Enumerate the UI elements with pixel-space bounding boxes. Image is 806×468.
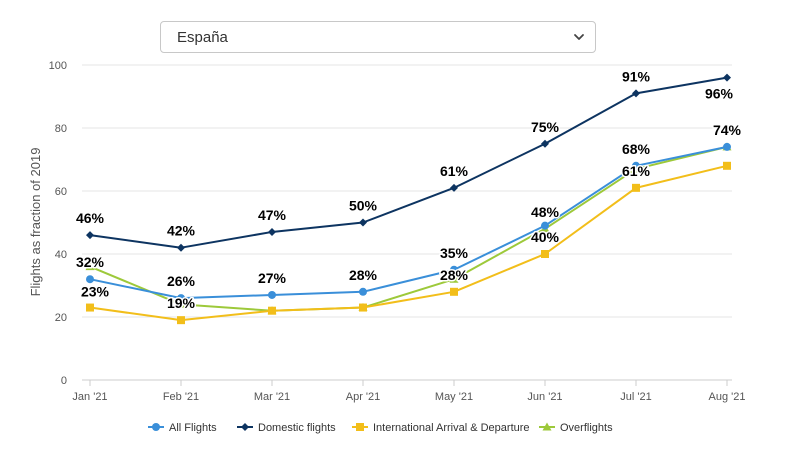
data-label: 27% <box>258 270 287 286</box>
x-tick-label: Jan '21 <box>72 391 107 403</box>
x-tick-label: Apr '21 <box>346 391 381 403</box>
series-all-flights <box>86 142 731 303</box>
data-label: 74% <box>713 122 742 138</box>
point-all-flights-marker[interactable] <box>268 290 276 299</box>
legend-item-domestic-flights[interactable]: Domestic flights <box>237 422 336 434</box>
point-domestic-flights-marker[interactable] <box>723 73 731 82</box>
data-label: 50% <box>349 198 378 214</box>
data-label: 75% <box>531 119 560 135</box>
point-all-flights-marker[interactable] <box>177 294 185 303</box>
legend-label: All Flights <box>169 422 217 434</box>
legend-item-overflights[interactable]: Overflights <box>539 422 613 434</box>
point-domestic-flights-marker[interactable] <box>86 231 94 240</box>
data-label: 96% <box>705 86 734 102</box>
point-domestic-flights-marker[interactable] <box>541 139 549 148</box>
legend-label: Overflights <box>560 422 613 434</box>
x-tick-label: Jun '21 <box>527 391 562 403</box>
y-tick-label: 80 <box>55 123 67 135</box>
data-label: 48% <box>531 204 560 220</box>
data-label: 40% <box>531 229 560 245</box>
legend-label: International Arrival & Departure <box>373 422 530 434</box>
country-select[interactable]: España <box>160 21 596 53</box>
y-tick-label: 60 <box>55 186 67 198</box>
data-label: 47% <box>258 207 287 223</box>
legend-domestic-flights-marker[interactable] <box>241 423 249 431</box>
series-line-domestic-flights <box>89 76 728 249</box>
series-domestic-flights <box>86 73 731 252</box>
point-all-flights-marker[interactable] <box>632 161 640 170</box>
point-domestic-flights-marker[interactable] <box>177 243 185 252</box>
chevron-down-icon <box>574 34 584 40</box>
data-label: 19% <box>167 295 196 311</box>
legend-international-arrival-departure-marker[interactable] <box>356 423 364 431</box>
point-overflights-marker[interactable] <box>85 262 95 271</box>
data-label: 28% <box>349 267 378 283</box>
data-label: 46% <box>76 210 105 226</box>
data-label: 42% <box>167 223 196 239</box>
x-tick-label: May '21 <box>435 391 473 403</box>
data-label: 68% <box>622 141 651 157</box>
point-international-arrival-departure-marker[interactable] <box>450 287 458 296</box>
axes: 0 20 40 60 80 100 Jan '21 Feb '21 Mar '21 Apr '21… <box>49 60 746 403</box>
legend[interactable]: All Flights Domestic flights International… <box>148 422 613 434</box>
point-international-arrival-departure-marker[interactable] <box>723 161 731 170</box>
point-domestic-flights-marker[interactable] <box>632 89 640 98</box>
x-tick-label: Aug '21 <box>709 391 746 403</box>
point-overflights-marker[interactable] <box>449 274 459 283</box>
y-tick-label: 40 <box>55 249 67 261</box>
series-international-arrival-departure <box>86 161 731 325</box>
series-line-all-flights <box>89 145 728 300</box>
x-tick-label: Feb '21 <box>163 391 199 403</box>
data-label: 91% <box>622 68 651 84</box>
point-all-flights-marker[interactable] <box>723 142 731 151</box>
legend-item-all-flights[interactable]: All Flights <box>148 422 217 434</box>
legend-overflights-marker[interactable] <box>542 422 552 431</box>
point-all-flights-marker[interactable] <box>450 265 458 274</box>
series-line-overflights <box>89 145 728 312</box>
data-label: 35% <box>440 245 469 261</box>
point-all-flights-marker[interactable] <box>359 287 367 296</box>
y-axis-title: Flights as fraction of 2019 <box>28 148 43 297</box>
country-select-value: España <box>177 28 228 46</box>
series-group <box>85 73 732 325</box>
legend-label: Domestic flights <box>258 422 336 434</box>
point-international-arrival-departure-marker[interactable] <box>177 316 185 325</box>
y-tick-label: 100 <box>49 60 67 72</box>
point-overflights-marker[interactable] <box>176 299 186 308</box>
y-tick-label: 20 <box>55 312 67 324</box>
data-label: 61% <box>440 163 469 179</box>
point-international-arrival-departure-marker[interactable] <box>541 250 549 258</box>
data-label: 26% <box>167 273 196 289</box>
point-international-arrival-departure-marker[interactable] <box>359 303 367 312</box>
point-all-flights-marker[interactable] <box>86 275 94 284</box>
point-domestic-flights-marker[interactable] <box>450 183 458 192</box>
point-all-flights-marker[interactable] <box>541 221 549 230</box>
data-label: 28% <box>440 267 469 283</box>
point-domestic-flights-marker[interactable] <box>359 218 367 227</box>
data-labels: 32% 26% 27% 28% 35% 68% 74% 46% 42% 47% 50% 61% 75% 9… <box>74 67 743 313</box>
legend-item-international-arrival-departure[interactable]: International Arrival & Departure <box>352 422 530 434</box>
point-domestic-flights-marker[interactable] <box>268 227 276 236</box>
x-tick-label: Mar '21 <box>254 391 290 403</box>
data-label: 32% <box>76 254 105 270</box>
series-line-international-arrival-departure <box>89 164 728 322</box>
point-international-arrival-departure-marker[interactable] <box>632 183 640 192</box>
point-international-arrival-departure-marker[interactable] <box>268 306 276 315</box>
legend-all-flights-marker[interactable] <box>152 423 160 431</box>
data-label: 61% <box>622 163 651 179</box>
grid <box>82 64 732 381</box>
data-label: 23% <box>81 284 110 300</box>
point-international-arrival-departure-marker[interactable] <box>86 303 94 312</box>
y-tick-label: 0 <box>61 375 67 387</box>
x-tick-label: Jul '21 <box>620 391 651 403</box>
